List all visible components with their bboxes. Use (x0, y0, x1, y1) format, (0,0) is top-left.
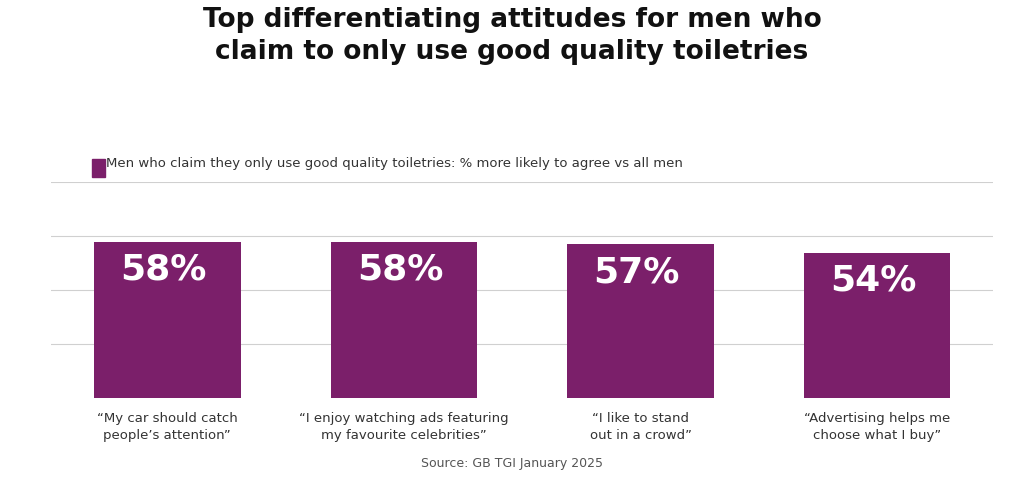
Text: Source: GB TGI January 2025: Source: GB TGI January 2025 (421, 457, 603, 470)
Bar (804, 252, 950, 398)
Bar (94, 242, 241, 398)
Text: Top differentiating attitudes for men who
claim to only use good quality toiletr: Top differentiating attitudes for men wh… (203, 7, 821, 65)
Text: 54%: 54% (830, 264, 916, 298)
Bar (567, 244, 714, 398)
Text: 58%: 58% (357, 252, 443, 287)
Text: Men who claim they only use good quality toiletries: % more likely to agree vs a: Men who claim they only use good quality… (105, 156, 683, 170)
Text: 58%: 58% (121, 252, 207, 287)
Text: 57%: 57% (594, 255, 680, 289)
Bar (331, 242, 477, 398)
